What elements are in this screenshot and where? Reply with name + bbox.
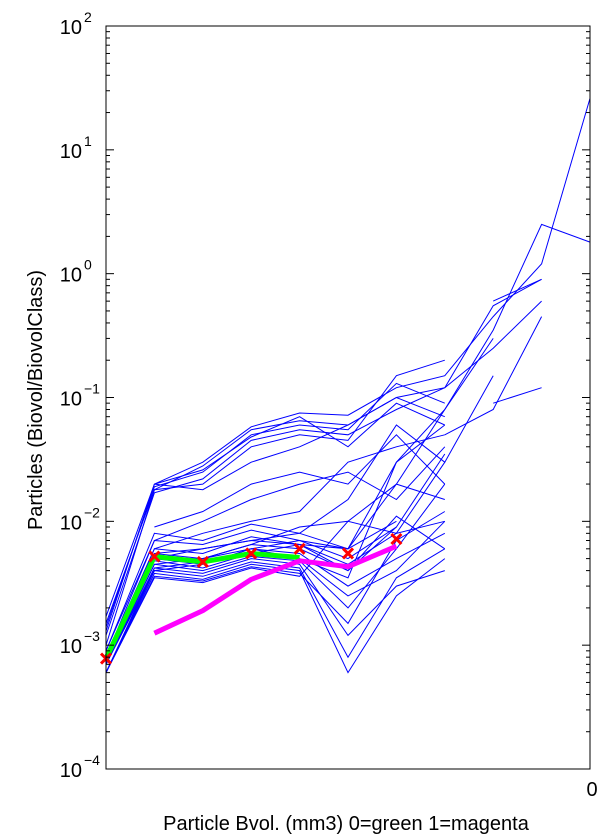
marker: [148, 550, 161, 563]
marker: [293, 542, 306, 555]
y-tick-exponent: −3: [84, 628, 100, 644]
y-tick-exponent: 1: [84, 133, 92, 149]
sample-line: [105, 402, 446, 632]
sample-line: [493, 387, 542, 404]
sample-line: [492, 278, 542, 302]
sample-line: [105, 382, 445, 628]
sample-line: [105, 359, 445, 646]
y-tick-label: 10: [60, 17, 82, 39]
sample-line: [105, 375, 494, 665]
y-tick-exponent: 0: [84, 257, 92, 273]
sample-line: [154, 424, 446, 579]
sample-line: [105, 446, 446, 658]
mean-line-magenta: [153, 543, 398, 636]
sample-line: [105, 409, 446, 665]
y-axis-label: Particles (Biovol/BiovolClass): [25, 270, 47, 530]
y-tick-label: 10: [60, 512, 82, 534]
sample-line: [105, 548, 446, 673]
marker: [341, 547, 355, 560]
x-tick-label: 0: [586, 779, 597, 801]
sample-line: [444, 300, 542, 389]
sample-line: [105, 98, 591, 617]
y-tick-exponent: −2: [84, 504, 100, 520]
sample-line: [444, 223, 591, 410]
x-axis-label: Particle Bvol. (mm3) 0=green 1=magenta: [163, 813, 530, 835]
sample-line: [105, 483, 446, 665]
sample-line: [154, 434, 446, 528]
sample-line: [105, 515, 446, 658]
y-tick-label: 10: [60, 636, 82, 658]
y-tick-exponent: 2: [84, 9, 92, 25]
marker: [390, 532, 403, 546]
sample-line: [105, 338, 494, 651]
sample-line: [154, 396, 445, 491]
sample-line: [105, 558, 446, 674]
sample-line: [105, 387, 446, 636]
sample-lines: [105, 98, 591, 674]
y-tick-exponent: −1: [84, 381, 100, 397]
y-tick-label: 10: [60, 389, 82, 411]
sample-line: [105, 278, 542, 624]
marker: [245, 547, 258, 560]
sample-line: [154, 461, 446, 565]
marker: [196, 555, 209, 568]
y-tick-label: 10: [60, 141, 82, 163]
sample-line: [105, 434, 445, 658]
y-tick-label: 10: [60, 265, 82, 287]
y-tick-label: 10: [60, 760, 82, 782]
y-tick-exponent: −4: [84, 752, 100, 768]
sample-line: [105, 558, 445, 665]
sample-line: [444, 316, 543, 436]
